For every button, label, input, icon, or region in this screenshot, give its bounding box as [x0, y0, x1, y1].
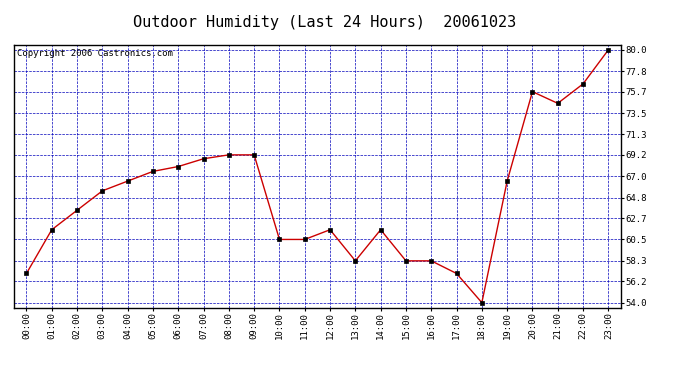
Text: Copyright 2006 Castronics.com: Copyright 2006 Castronics.com — [17, 49, 172, 58]
Text: Outdoor Humidity (Last 24 Hours)  20061023: Outdoor Humidity (Last 24 Hours) 2006102… — [132, 15, 516, 30]
